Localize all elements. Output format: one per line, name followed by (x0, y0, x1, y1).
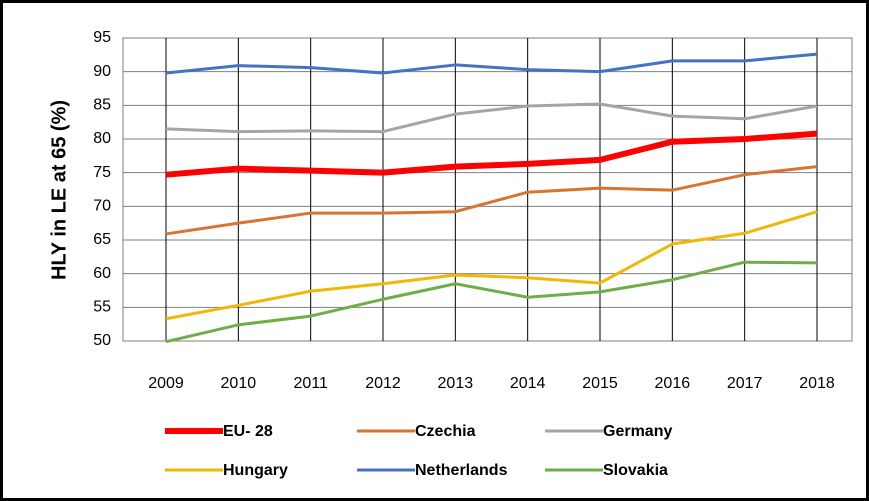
series-line (165, 52, 818, 75)
legend-label: Czechia (415, 423, 476, 440)
x-tick-label: 2018 (799, 375, 835, 392)
y-tick-label: 90 (93, 63, 111, 80)
legend-label: Slovakia (603, 462, 668, 479)
y-tick-label: 70 (93, 198, 111, 215)
y-axis-label: HLY in LE at 65 (%) (48, 100, 70, 280)
series-line (165, 130, 818, 178)
y-tick-label: 80 (93, 130, 111, 147)
legend-label: Germany (603, 423, 672, 440)
legend-label: Hungary (223, 462, 288, 479)
x-tick-label: 2010 (221, 375, 257, 392)
x-tick-label: 2009 (148, 375, 184, 392)
y-tick-label: 85 (93, 97, 111, 114)
y-tick-label: 50 (93, 332, 111, 349)
x-tick-label: 2015 (582, 375, 618, 392)
x-tick-label: 2013 (438, 375, 474, 392)
y-tick-label: 75 (93, 164, 111, 181)
x-tick-label: 2016 (655, 375, 691, 392)
y-tick-label: 60 (93, 265, 111, 282)
legend-label: EU- 28 (223, 423, 273, 440)
x-tick-label: 2017 (727, 375, 763, 392)
series-line (165, 260, 818, 344)
series-line (165, 165, 818, 236)
y-tick-label: 95 (93, 29, 111, 46)
y-tick-label: 65 (93, 231, 111, 248)
legend-label: Netherlands (415, 462, 508, 479)
series-line (165, 210, 818, 321)
y-tick-label: 55 (93, 299, 111, 316)
x-tick-label: 2014 (510, 375, 546, 392)
series-line (165, 102, 818, 134)
x-tick-label: 2012 (365, 375, 401, 392)
x-tick-label: 2011 (293, 375, 328, 392)
